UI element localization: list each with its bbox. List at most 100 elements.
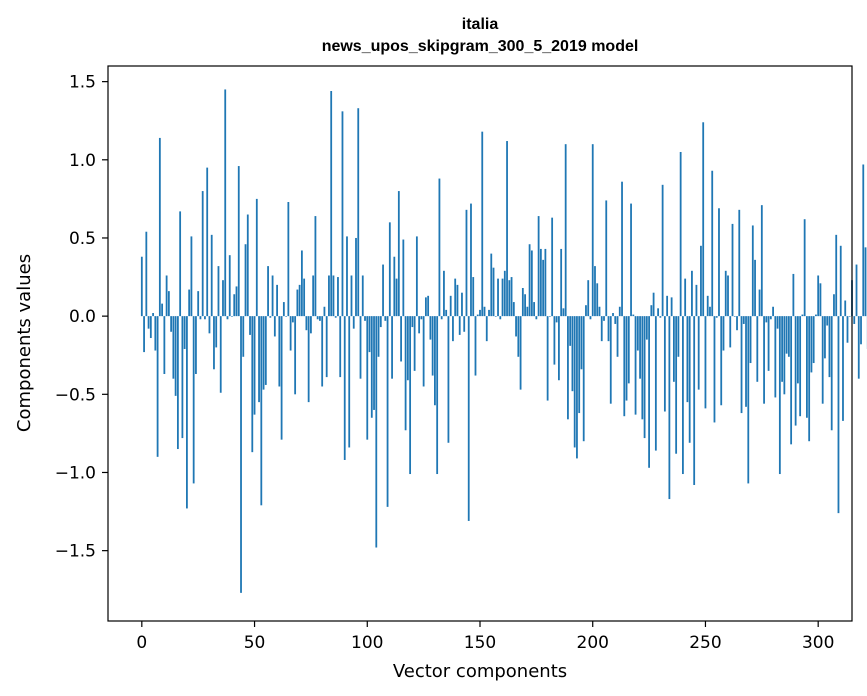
bar bbox=[271, 275, 274, 317]
bar bbox=[359, 316, 362, 379]
bar bbox=[544, 248, 547, 317]
bar bbox=[533, 302, 536, 317]
bar bbox=[555, 316, 558, 323]
bar bbox=[688, 316, 691, 443]
bar bbox=[729, 316, 732, 348]
bar bbox=[158, 137, 161, 317]
bar bbox=[539, 248, 542, 317]
bar bbox=[510, 277, 513, 317]
bar bbox=[691, 270, 693, 317]
bar bbox=[697, 316, 700, 390]
y-tick-label: 0.0 bbox=[69, 307, 96, 327]
bar bbox=[815, 314, 817, 317]
bar bbox=[600, 316, 603, 342]
bar bbox=[149, 316, 152, 339]
bar bbox=[321, 316, 324, 387]
bar bbox=[467, 316, 470, 521]
bar bbox=[161, 303, 164, 317]
bar bbox=[492, 267, 495, 317]
bar bbox=[623, 316, 626, 417]
bar bbox=[830, 316, 833, 431]
bar bbox=[190, 236, 193, 317]
bar bbox=[319, 316, 321, 321]
bar bbox=[842, 316, 844, 421]
bar bbox=[648, 316, 650, 468]
bar bbox=[278, 316, 281, 387]
bar bbox=[285, 316, 288, 317]
bar bbox=[506, 141, 508, 317]
bar bbox=[715, 316, 718, 318]
bar bbox=[704, 316, 707, 409]
bar bbox=[645, 316, 648, 340]
bar bbox=[447, 316, 450, 443]
bar bbox=[494, 316, 497, 317]
bar bbox=[709, 306, 711, 317]
bar bbox=[388, 222, 391, 317]
bar bbox=[183, 316, 186, 349]
bar bbox=[528, 244, 531, 317]
bar bbox=[366, 316, 369, 440]
bar bbox=[314, 216, 317, 317]
bar bbox=[787, 316, 790, 357]
bar bbox=[632, 314, 635, 317]
bar bbox=[799, 316, 802, 417]
bar bbox=[758, 289, 761, 317]
bar bbox=[395, 278, 398, 317]
bar bbox=[461, 292, 463, 317]
bar bbox=[864, 247, 867, 317]
y-tick-label: 1.0 bbox=[69, 151, 96, 171]
bar bbox=[409, 316, 412, 475]
bar bbox=[639, 316, 641, 379]
y-tick-label: −0.5 bbox=[55, 385, 96, 405]
bar bbox=[476, 314, 479, 317]
bar bbox=[812, 316, 815, 364]
bar bbox=[508, 280, 511, 317]
bar bbox=[567, 316, 569, 420]
bar bbox=[585, 305, 587, 317]
bar bbox=[375, 316, 378, 548]
bar bbox=[431, 316, 434, 376]
bar bbox=[228, 255, 231, 317]
bar bbox=[576, 316, 578, 459]
bar bbox=[474, 316, 477, 376]
bar bbox=[594, 266, 596, 317]
bar bbox=[783, 316, 786, 395]
bar bbox=[438, 178, 441, 317]
bar bbox=[240, 316, 242, 593]
bar bbox=[598, 306, 601, 317]
bar bbox=[769, 316, 772, 320]
bar bbox=[862, 164, 865, 317]
bar bbox=[393, 256, 396, 317]
bar bbox=[440, 316, 443, 320]
bar bbox=[296, 289, 299, 317]
bar bbox=[370, 316, 373, 418]
bar bbox=[796, 316, 799, 384]
bar bbox=[289, 316, 292, 351]
bar bbox=[695, 284, 698, 317]
bar bbox=[844, 300, 847, 317]
bar bbox=[206, 167, 209, 317]
bar bbox=[465, 209, 468, 317]
bar bbox=[702, 122, 705, 317]
bar bbox=[722, 316, 725, 351]
bar bbox=[386, 316, 389, 507]
bar bbox=[772, 306, 774, 317]
bar bbox=[616, 316, 619, 357]
bar bbox=[503, 270, 506, 317]
bar bbox=[337, 277, 339, 317]
bar bbox=[140, 256, 143, 317]
bar bbox=[174, 316, 177, 396]
bar bbox=[560, 248, 563, 317]
bar bbox=[643, 316, 646, 439]
bar bbox=[612, 313, 614, 317]
bar bbox=[443, 270, 445, 317]
bar bbox=[231, 316, 233, 317]
bar bbox=[826, 316, 829, 326]
bar bbox=[305, 316, 308, 331]
bar bbox=[749, 316, 752, 364]
bar bbox=[742, 316, 745, 324]
bar bbox=[339, 316, 342, 378]
bar bbox=[700, 245, 702, 317]
bar bbox=[310, 316, 312, 334]
bar bbox=[569, 316, 572, 346]
